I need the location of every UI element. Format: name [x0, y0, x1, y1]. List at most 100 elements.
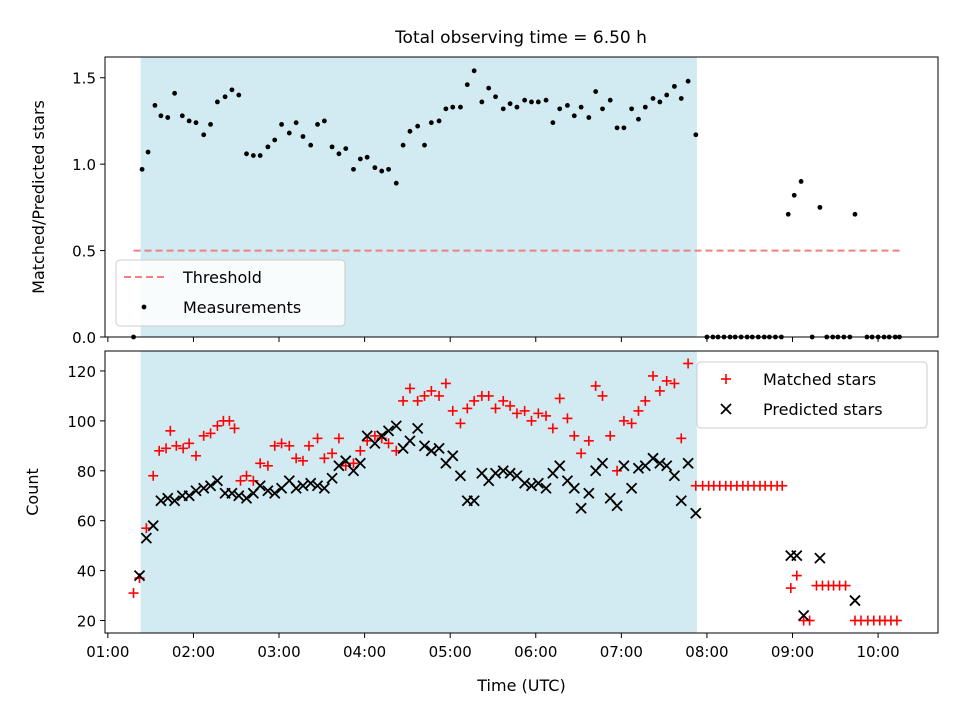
data-point	[533, 408, 544, 419]
data-point	[693, 132, 699, 138]
data-point	[276, 438, 287, 449]
data-point	[128, 588, 139, 599]
marker-b	[382, 425, 395, 437]
data-point	[683, 358, 694, 369]
x-tick-label: 10:00	[856, 643, 899, 661]
data-point	[262, 460, 273, 471]
x-tick-label: 01:00	[86, 643, 129, 661]
data-point	[254, 480, 266, 492]
marker-b	[447, 450, 459, 462]
data-point	[165, 115, 171, 120]
data-point	[433, 442, 445, 454]
y-tick-label: 100	[67, 413, 96, 431]
data-point	[565, 102, 570, 108]
data-point	[486, 85, 492, 91]
marker-b	[690, 507, 702, 519]
data-point	[543, 97, 549, 103]
data-point	[690, 507, 702, 519]
marker-b	[297, 480, 309, 492]
data-point	[265, 144, 271, 150]
marker-b	[519, 477, 531, 489]
data-point	[311, 480, 324, 492]
y-axis-label: Matched/Predicted stars	[29, 100, 48, 294]
data-point	[369, 430, 380, 441]
data-point	[647, 452, 659, 464]
data-point	[318, 482, 331, 494]
y-tick-label: 60	[77, 513, 96, 531]
data-point	[678, 96, 684, 101]
marker-b	[797, 609, 810, 622]
data-point	[633, 405, 644, 416]
marker-b	[240, 492, 253, 504]
data-point	[204, 480, 217, 492]
data-point	[139, 166, 145, 172]
ratio-panel: 0.0 0.5 1.0 1.5 Matched/Predicted stars Thres…	[29, 56, 939, 347]
marker-b	[791, 550, 803, 562]
data-point	[519, 405, 530, 416]
axes-frame	[104, 56, 939, 338]
data-point	[290, 482, 302, 494]
marker-b	[568, 482, 580, 494]
data-point	[814, 552, 826, 564]
marker-b	[632, 462, 645, 474]
data-point	[279, 122, 284, 127]
marker-b	[489, 467, 502, 479]
data-point	[241, 470, 252, 481]
data-point	[798, 179, 804, 184]
marker-b	[654, 457, 666, 469]
x-tick-label: 02:00	[172, 643, 215, 661]
x-tick-label: 07:00	[600, 643, 643, 661]
data-point	[425, 445, 437, 457]
data-point	[791, 550, 803, 562]
marker-b	[290, 482, 302, 494]
data-point	[229, 87, 235, 93]
data-point	[443, 106, 449, 112]
data-point	[625, 482, 638, 494]
data-point	[286, 130, 292, 136]
data-point	[569, 430, 580, 441]
marker-b	[254, 480, 266, 492]
data-point	[205, 428, 216, 439]
data-point	[419, 390, 430, 401]
data-point	[211, 475, 224, 487]
legend-box	[115, 259, 346, 327]
data-point	[379, 168, 385, 174]
data-point	[329, 144, 335, 150]
data-point	[212, 420, 223, 431]
marker-b	[418, 440, 431, 452]
marker-b	[318, 482, 331, 494]
data-point	[426, 385, 437, 396]
data-point	[568, 482, 580, 494]
data-point	[464, 82, 470, 88]
data-point	[255, 458, 266, 469]
data-point	[386, 166, 391, 172]
data-point	[525, 480, 538, 492]
series-measurements	[131, 68, 902, 340]
marker-b	[476, 467, 488, 479]
data-point	[333, 433, 344, 444]
data-point	[547, 423, 558, 434]
marker-b	[390, 420, 402, 432]
marker-b	[532, 477, 544, 489]
marker-b	[168, 495, 181, 507]
data-point	[376, 430, 388, 442]
data-point	[165, 425, 176, 436]
data-point	[541, 410, 552, 421]
data-point	[596, 457, 609, 469]
data-point	[355, 445, 366, 456]
data-point	[250, 153, 256, 158]
marker-b	[468, 495, 480, 507]
axes-frame	[104, 350, 939, 634]
data-point	[586, 115, 592, 120]
data-point	[532, 477, 544, 489]
data-point	[327, 448, 338, 459]
marker-b	[525, 480, 538, 492]
series-predicted-stars	[133, 420, 861, 622]
y-tick-label: 1.0	[72, 156, 96, 174]
data-point	[462, 403, 473, 414]
data-point	[493, 94, 498, 100]
data-point	[154, 445, 165, 456]
marker-b	[311, 480, 324, 492]
data-point	[468, 495, 480, 507]
data-point	[500, 106, 506, 112]
